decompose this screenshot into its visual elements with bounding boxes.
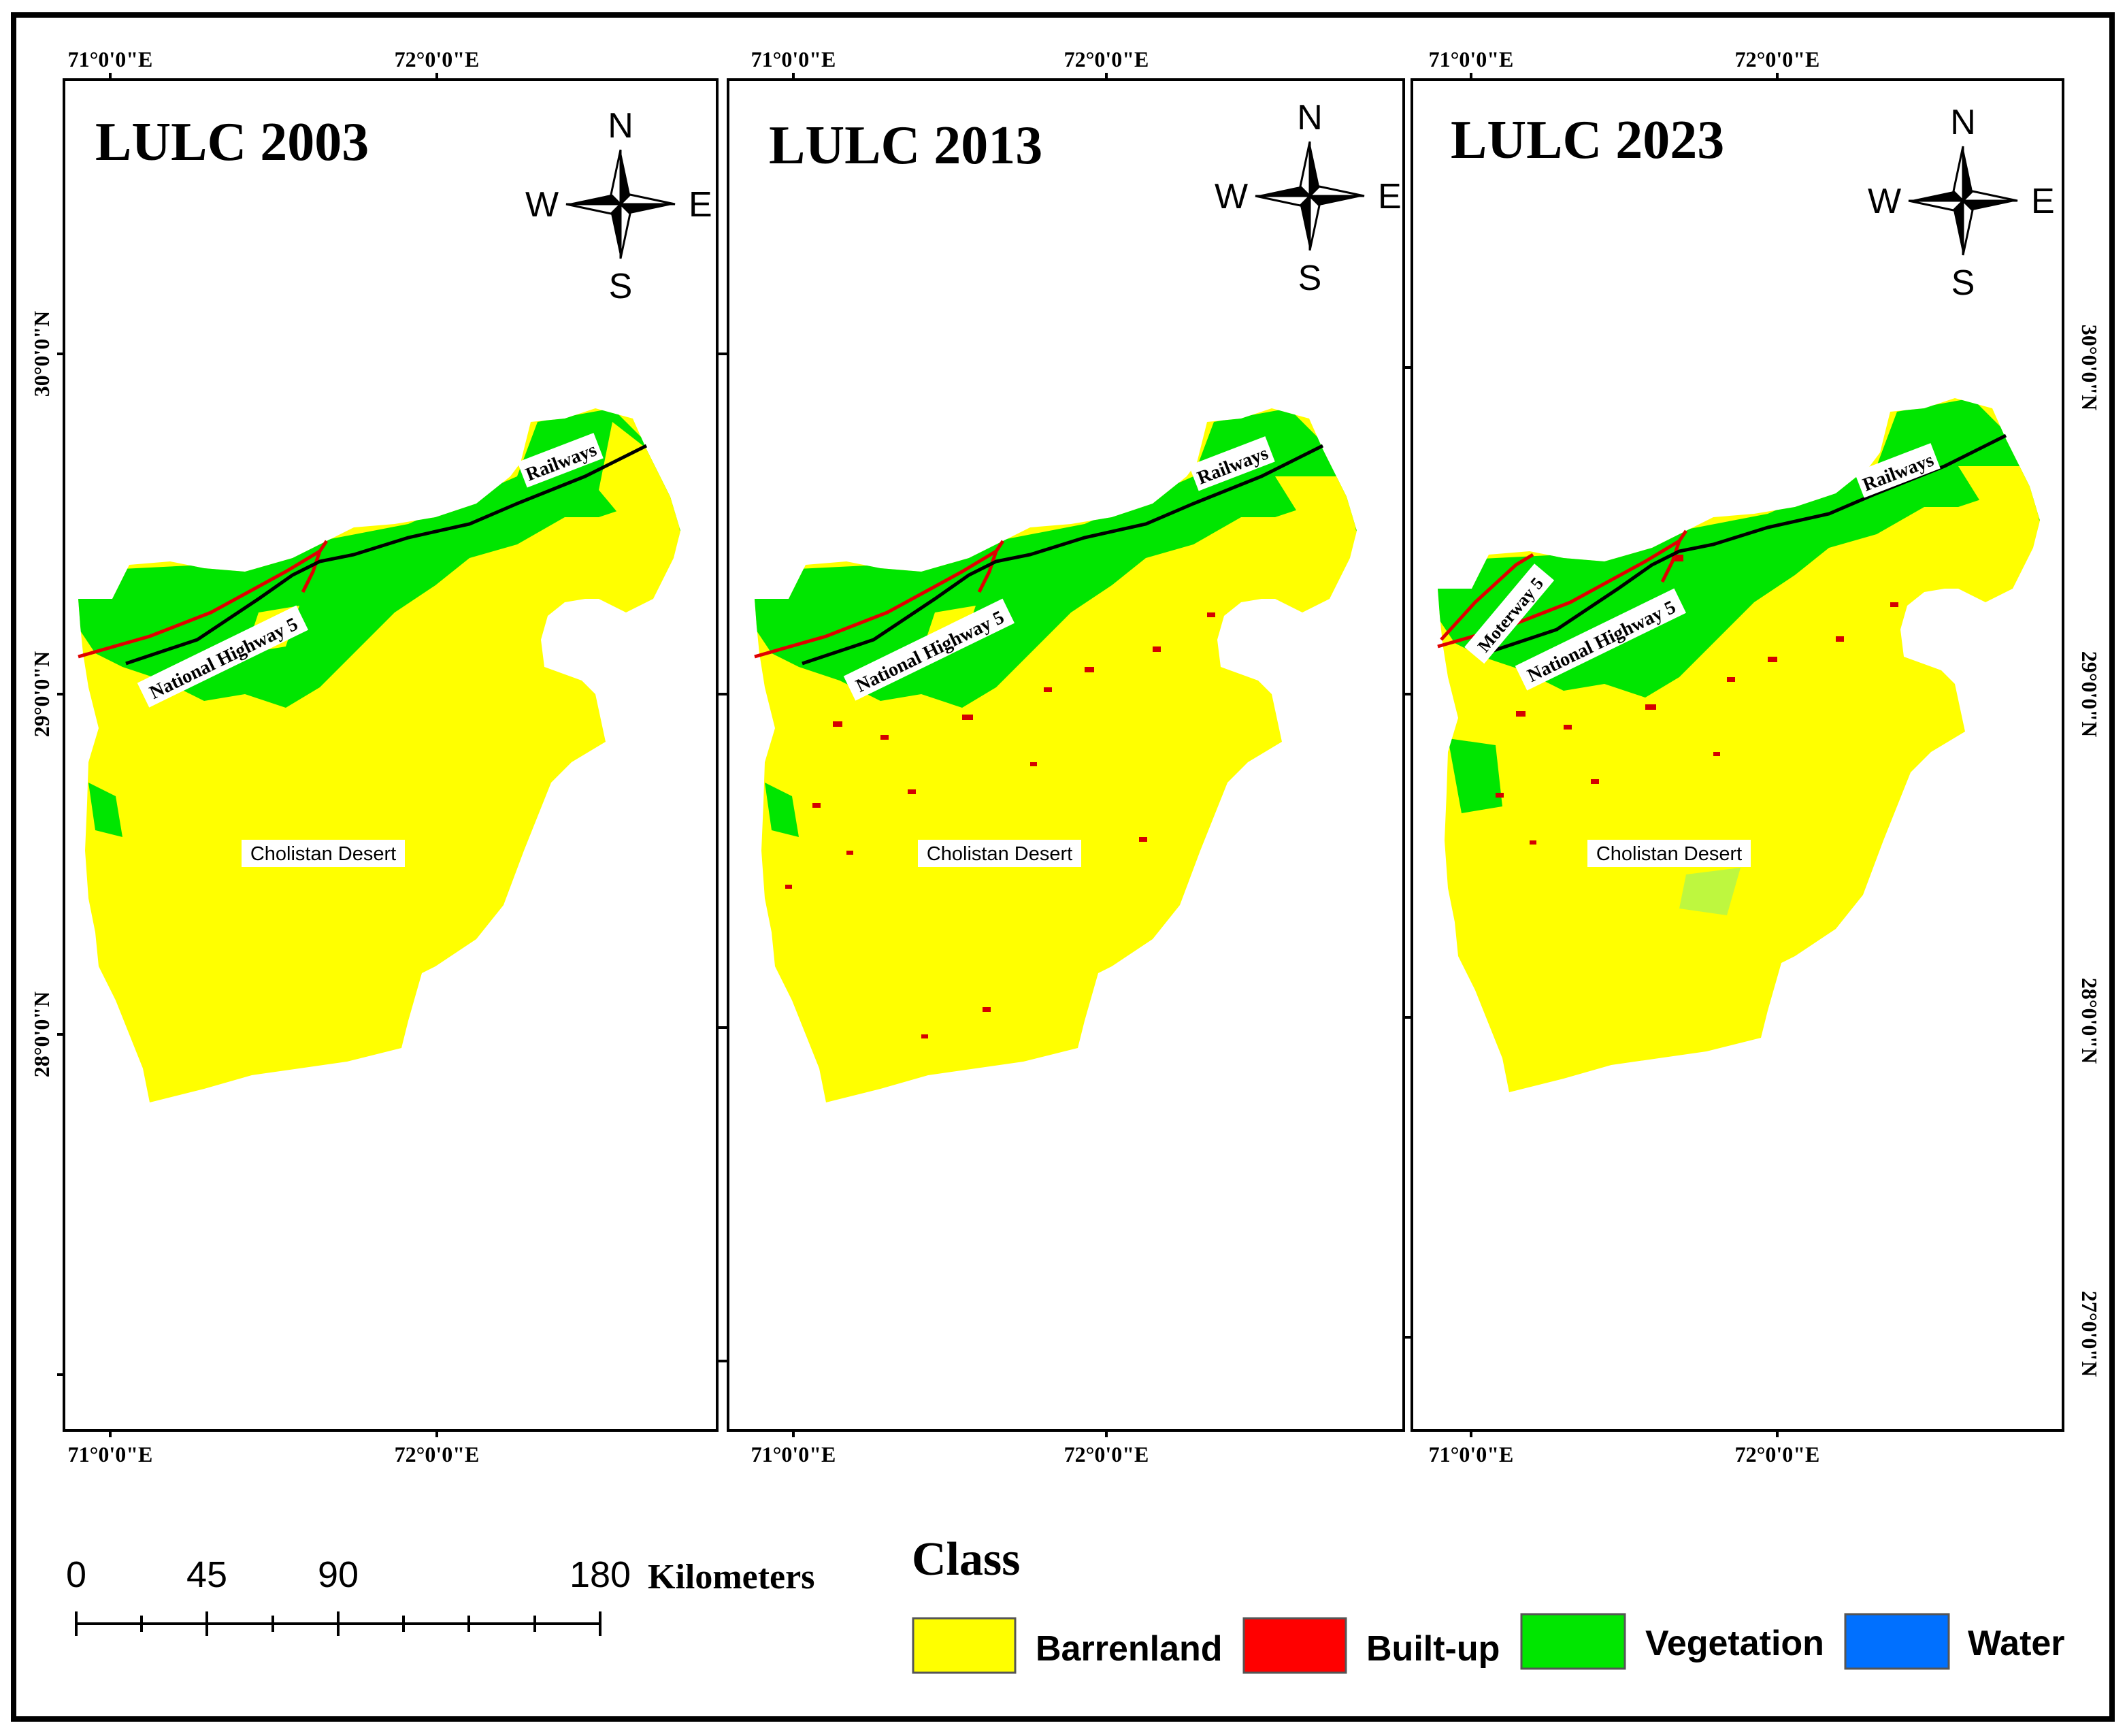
- svg-text:Cholistan Desert: Cholistan Desert: [927, 843, 1072, 865]
- lat-label: 28°0'0"N: [29, 992, 54, 1078]
- scale-tick-label: 90: [318, 1554, 359, 1595]
- north-arrow: N S E W: [1868, 103, 2055, 303]
- lon-label-bottom: 71°0'0"E: [751, 1442, 836, 1467]
- legend-swatch: [1520, 1613, 1626, 1670]
- place-label: Cholistan Desert: [1587, 840, 1751, 867]
- lat-label: 27°0'0"N: [2077, 1291, 2102, 1377]
- panel-title: LULC 2013: [769, 116, 1042, 176]
- lon-label-top: 72°0'0"E: [1735, 47, 1820, 71]
- lat-label: 30°0'0"N: [2077, 325, 2102, 411]
- panel-2023: LULC 2023 N S E W Railways National High…: [1402, 47, 2102, 1467]
- lon-label-top: 72°0'0"E: [1064, 47, 1149, 71]
- lon-label-bottom: 71°0'0"E: [1429, 1442, 1514, 1467]
- compass-n: N: [1950, 103, 1976, 142]
- lon-label-top: 71°0'0"E: [751, 47, 836, 71]
- compass-w: W: [1215, 177, 1248, 216]
- lat-label: 28°0'0"N: [2077, 978, 2102, 1064]
- legend-swatch: [912, 1617, 1017, 1674]
- lat-label: 29°0'0"N: [2077, 651, 2102, 738]
- compass-s: S: [1298, 259, 1322, 298]
- scale-tick-label: 0: [66, 1554, 86, 1595]
- lat-label: 29°0'0"N: [29, 651, 54, 738]
- lat-label: 30°0'0"N: [29, 311, 54, 397]
- scale-tick-label: 45: [186, 1554, 227, 1595]
- compass-w: W: [525, 185, 559, 225]
- panel-2013: LULC 2013 N S E W Railways National High…: [719, 47, 1405, 1467]
- panel-2003: LULC 2003 N S E W Railways National High…: [29, 47, 719, 1467]
- place-label: Cholistan Desert: [918, 840, 1081, 867]
- compass-e: E: [1378, 177, 1402, 216]
- legend-swatch: [1242, 1617, 1347, 1674]
- legend-label: Vegetation: [1645, 1624, 1824, 1663]
- legend-item-vegetation: Vegetation: [1520, 1613, 1824, 1670]
- lon-label-top: 72°0'0"E: [395, 47, 480, 71]
- compass-s: S: [609, 267, 633, 306]
- legend-label: Water: [1968, 1624, 2065, 1663]
- lon-label-bottom: 72°0'0"E: [1064, 1442, 1149, 1467]
- compass-e: E: [689, 185, 712, 225]
- scale-bar: 0 45 90 180 Kilometers: [66, 1554, 814, 1636]
- legend-item-built-up: Built-up: [1242, 1617, 1500, 1674]
- panel-title: LULC 2003: [95, 112, 369, 172]
- highway-line: [78, 549, 321, 659]
- motorway-line: [1440, 553, 1534, 641]
- outer-frame: [11, 12, 2115, 1722]
- lon-label-top: 71°0'0"E: [68, 47, 153, 71]
- compass-e: E: [2031, 182, 2055, 221]
- lon-label-bottom: 72°0'0"E: [1735, 1442, 1820, 1467]
- lon-label-top: 71°0'0"E: [1429, 47, 1514, 71]
- scale-unit: Kilometers: [648, 1558, 814, 1596]
- lon-label-bottom: 72°0'0"E: [395, 1442, 480, 1467]
- svg-text:Cholistan Desert: Cholistan Desert: [250, 843, 396, 865]
- legend-item-barrenland: Barrenland: [912, 1617, 1223, 1674]
- legend: Class Barrenland Built-up Vegetation Wat…: [912, 1533, 2065, 1674]
- compass-n: N: [1297, 98, 1323, 137]
- legend-swatch: [1844, 1613, 1950, 1670]
- legend-label: Built-up: [1366, 1629, 1500, 1669]
- railway-line: [125, 444, 648, 666]
- highway-spur: [301, 540, 329, 593]
- svg-text:Cholistan Desert: Cholistan Desert: [1596, 843, 1742, 865]
- compass-w: W: [1868, 182, 1901, 221]
- legend-item-water: Water: [1844, 1613, 2065, 1670]
- north-arrow: N S E W: [1215, 98, 1402, 298]
- compass-n: N: [608, 106, 633, 146]
- north-arrow: N S E W: [525, 106, 712, 306]
- legend-title: Class: [912, 1533, 1020, 1586]
- compass-s: S: [1951, 263, 1975, 303]
- lon-label-bottom: 71°0'0"E: [68, 1442, 153, 1467]
- scale-tick-label: 180: [570, 1554, 631, 1595]
- legend-label: Barrenland: [1036, 1629, 1223, 1669]
- panel-title: LULC 2023: [1451, 110, 1724, 170]
- place-label: Cholistan Desert: [242, 840, 405, 867]
